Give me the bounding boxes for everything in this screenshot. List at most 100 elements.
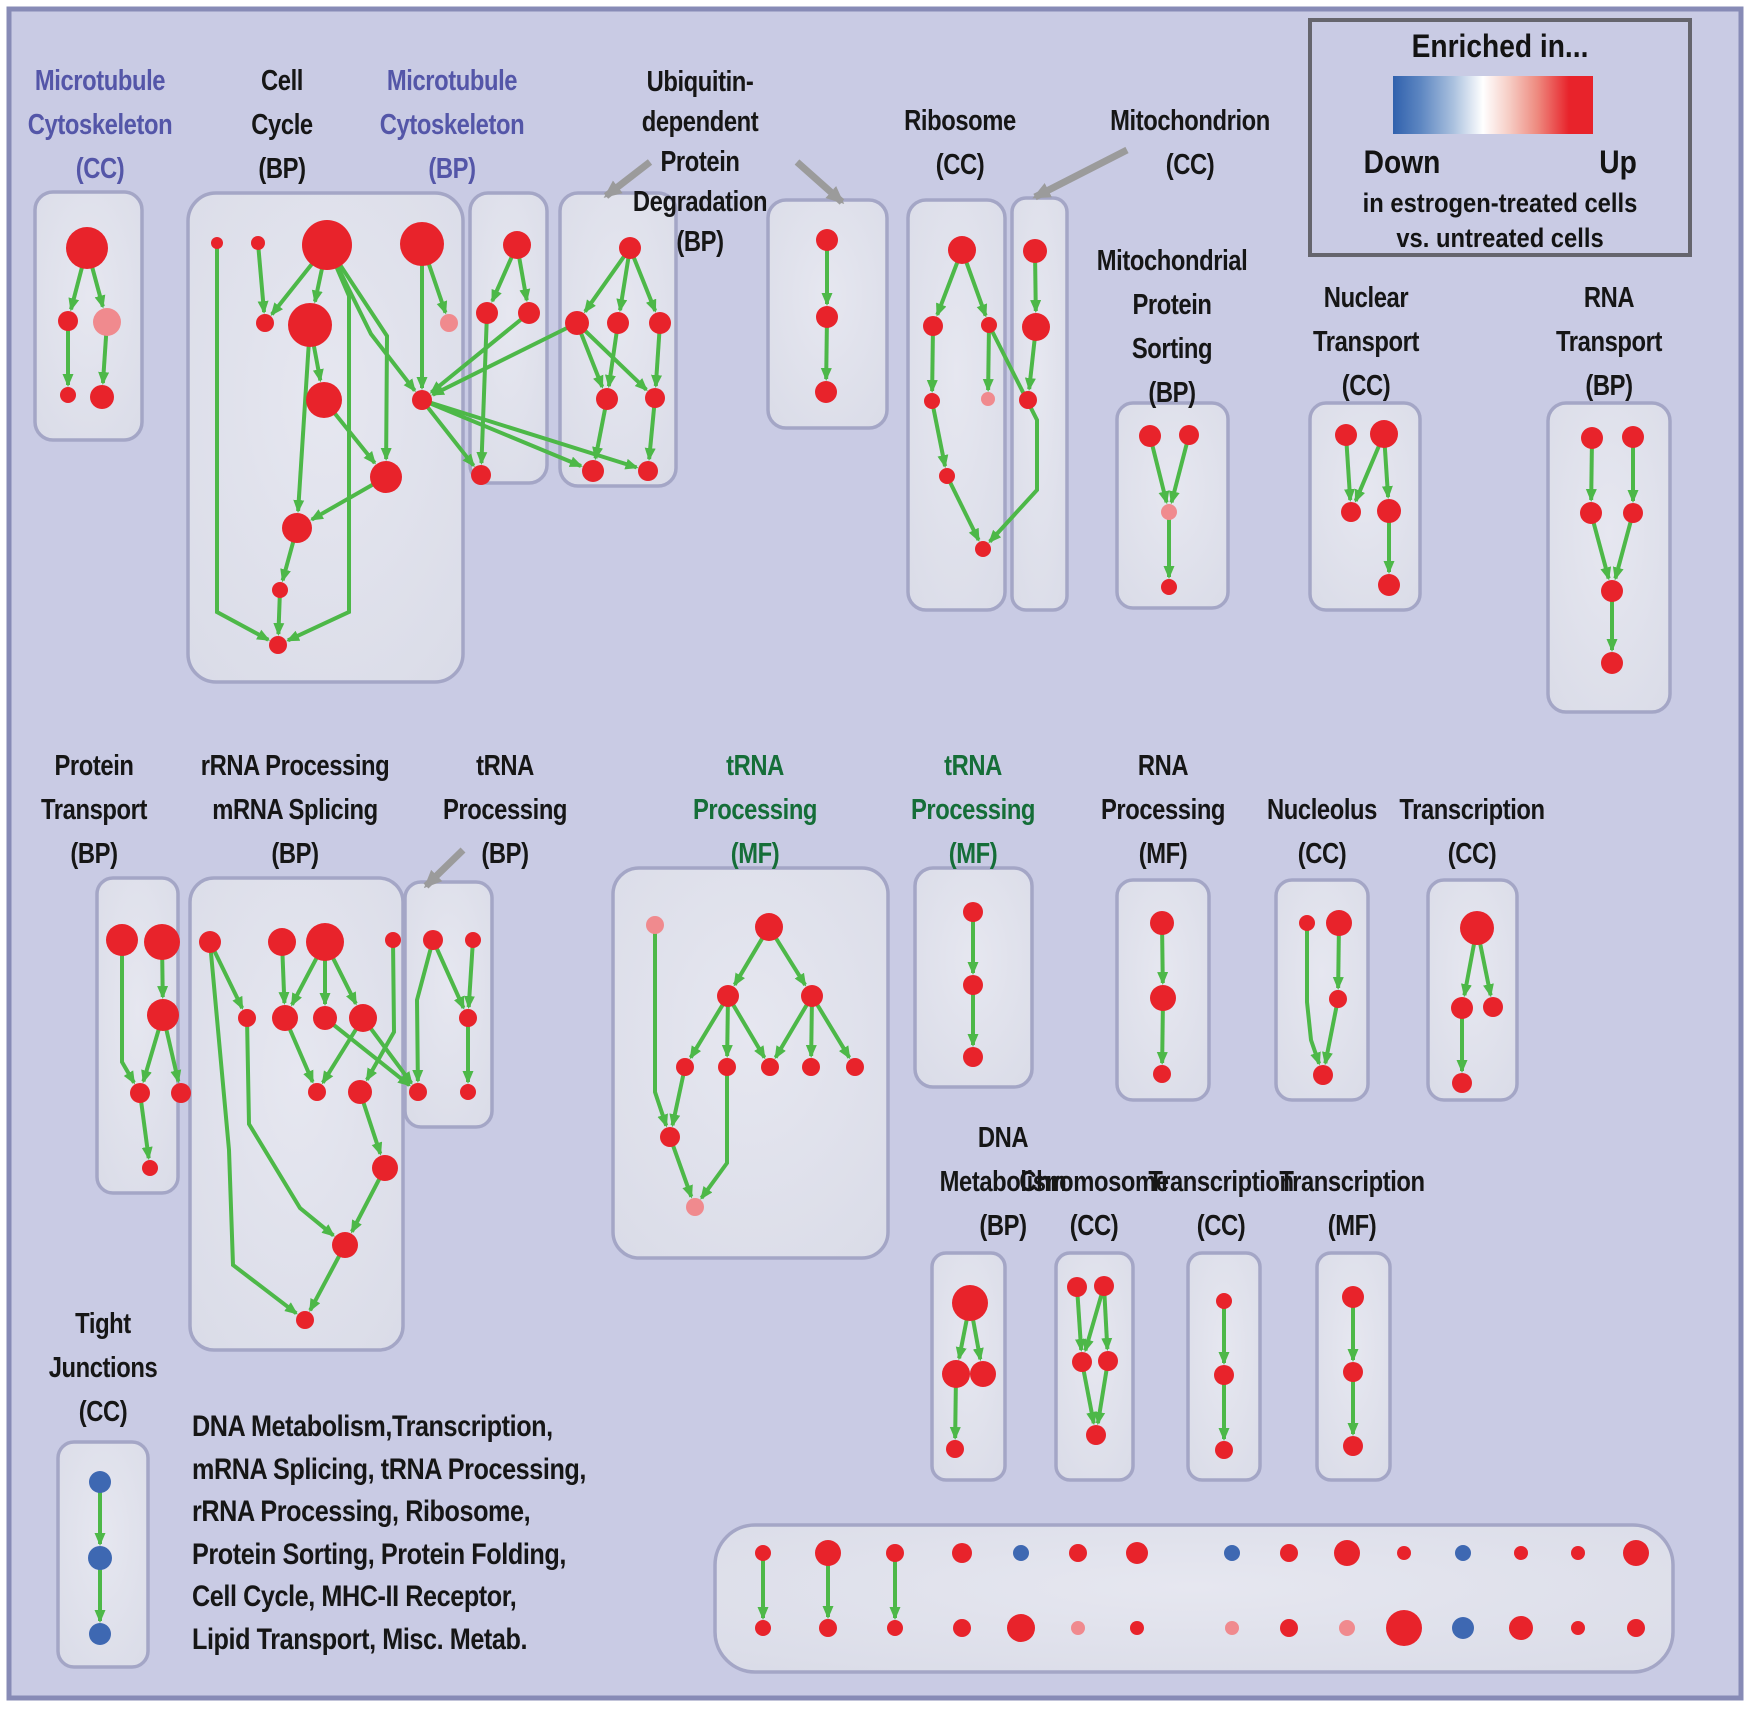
go-term-node — [460, 1084, 476, 1100]
go-term-node — [1086, 1425, 1106, 1445]
cluster-label-line: tRNA — [944, 750, 1002, 782]
cluster-label-line: Ubiquitin- — [646, 66, 754, 98]
go-term-node — [1069, 1544, 1087, 1562]
go-term-node — [1130, 1621, 1144, 1635]
cluster-label-line: (BP) — [979, 1210, 1027, 1242]
cluster-label-line: (BP) — [1585, 370, 1633, 402]
go-term-node — [1455, 1545, 1471, 1561]
relation-arrow — [245, 1017, 335, 1238]
cluster-label-line: (CC) — [1297, 838, 1347, 870]
go-term-node — [1601, 580, 1623, 602]
relation-arrow — [688, 994, 730, 1060]
cluster-label-line: (BP) — [428, 153, 476, 185]
cluster-label: Mitochondrial Protein Sorting (BP) — [1097, 239, 1248, 415]
go-term-node — [948, 236, 976, 264]
cluster-label: Transcription (CC) — [1148, 1160, 1294, 1248]
go-term-node — [981, 317, 997, 333]
go-term-node — [1627, 1619, 1645, 1637]
cluster-label-line: Nuclear — [1323, 282, 1409, 314]
go-term-node — [144, 924, 180, 960]
cluster-label-line: Ribosome — [904, 105, 1016, 137]
go-term-node — [596, 388, 618, 410]
cluster-label-line: Protein — [660, 146, 740, 178]
legend-subtitle-2: vs. untreated cells — [1396, 223, 1604, 253]
legend: Enriched in... Down Up in estrogen-treat… — [1308, 18, 1692, 257]
go-term-node — [645, 388, 665, 408]
go-term-node — [256, 314, 274, 332]
cluster-label: tRNA Processing (MF) — [911, 744, 1036, 876]
cluster-label: Tight Junctions (CC) — [49, 1302, 158, 1434]
go-term-node — [1334, 1540, 1360, 1566]
uncategorized-clusters-note: DNA Metabolism,Transcription, mRNA Splici… — [192, 1406, 586, 1661]
go-term-node — [981, 392, 995, 406]
relation-arrow — [699, 1067, 729, 1200]
go-term-node — [815, 381, 837, 403]
cluster-label-line: Cytoskeleton — [379, 109, 525, 141]
go-term-node — [924, 393, 940, 409]
relation-arrow — [628, 247, 658, 313]
relation-arrow — [421, 398, 583, 468]
go-term-node — [963, 902, 983, 922]
relation-arrow — [256, 242, 269, 315]
go-term-node — [1214, 1365, 1234, 1385]
go-term-node — [718, 1058, 736, 1076]
go-term-node — [302, 220, 352, 270]
cluster-label-line: mRNA Splicing — [212, 794, 378, 826]
cluster-label-line: Processing — [1100, 794, 1226, 826]
relation-arrow — [583, 246, 632, 314]
go-term-node — [93, 308, 121, 336]
cluster-label-line: Transcription — [1148, 1166, 1294, 1198]
note-line: mRNA Splicing, tRNA Processing, — [192, 1452, 586, 1486]
go-term-node — [1094, 1276, 1114, 1296]
go-term-node — [1623, 1540, 1649, 1566]
relation-arrow — [1612, 512, 1635, 581]
legend-up-label: Up — [1599, 144, 1637, 180]
cluster-label: tRNA Processing (MF) — [692, 744, 818, 876]
go-term-node — [106, 924, 138, 956]
go-term-node — [1071, 1621, 1085, 1635]
cluster-label-line: (CC) — [75, 153, 125, 185]
go-term-node — [348, 1080, 372, 1104]
cluster-label-line: Processing — [692, 794, 818, 826]
go-term-node — [288, 303, 332, 347]
go-term-node — [1019, 391, 1037, 409]
cluster-label: Protein Transport (BP) — [41, 744, 147, 876]
note-line: rRNA Processing, Ribosome, — [192, 1495, 531, 1528]
cluster-label-line: Mitochondrial — [1096, 245, 1248, 277]
go-term-node — [1067, 1277, 1087, 1297]
go-term-node — [296, 1311, 314, 1329]
cluster-label-line: Cycle — [251, 109, 313, 141]
go-term-node — [1299, 915, 1315, 931]
cluster-label-line: Transport — [1556, 326, 1662, 358]
go-term-node — [1342, 1286, 1364, 1308]
relation-arrow — [431, 939, 466, 1010]
cluster-label: rRNA Processing mRNA Splicing (BP) — [201, 744, 390, 876]
go-term-node — [1397, 1546, 1411, 1560]
cluster-label-line: (CC) — [1196, 1210, 1246, 1242]
go-term-node — [1280, 1619, 1298, 1637]
go-term-node — [147, 999, 179, 1031]
go-term-node — [942, 1360, 970, 1388]
go-term-node — [372, 1155, 398, 1181]
cluster-label: Microtubule Cytoskeleton (CC) — [28, 59, 173, 191]
cluster-label: Transcription (CC) — [1399, 788, 1545, 876]
go-term-node — [349, 1004, 377, 1032]
relation-arrow — [420, 398, 476, 468]
note-line: Protein Sorting, Protein Folding, — [192, 1537, 566, 1571]
go-term-node — [565, 311, 589, 335]
go-term-node — [755, 913, 783, 941]
go-term-node — [272, 1005, 298, 1031]
go-term-node — [476, 302, 498, 324]
go-term-node — [171, 1083, 191, 1103]
go-term-node — [886, 1544, 904, 1562]
cluster-box — [713, 1523, 1675, 1674]
go-term-node — [970, 1361, 996, 1387]
note-line: Lipid Transport, Misc. Metab. — [192, 1622, 528, 1656]
cluster-label: tRNA Processing (BP) — [443, 744, 568, 876]
go-term-node — [686, 1198, 704, 1216]
go-term-node — [963, 1047, 983, 1067]
cluster-label-line: (MF) — [1327, 1210, 1377, 1242]
cluster-label-line: DNA — [977, 1122, 1029, 1154]
cluster-label-line: Microtubule — [386, 65, 518, 97]
go-term-node — [761, 1058, 779, 1076]
